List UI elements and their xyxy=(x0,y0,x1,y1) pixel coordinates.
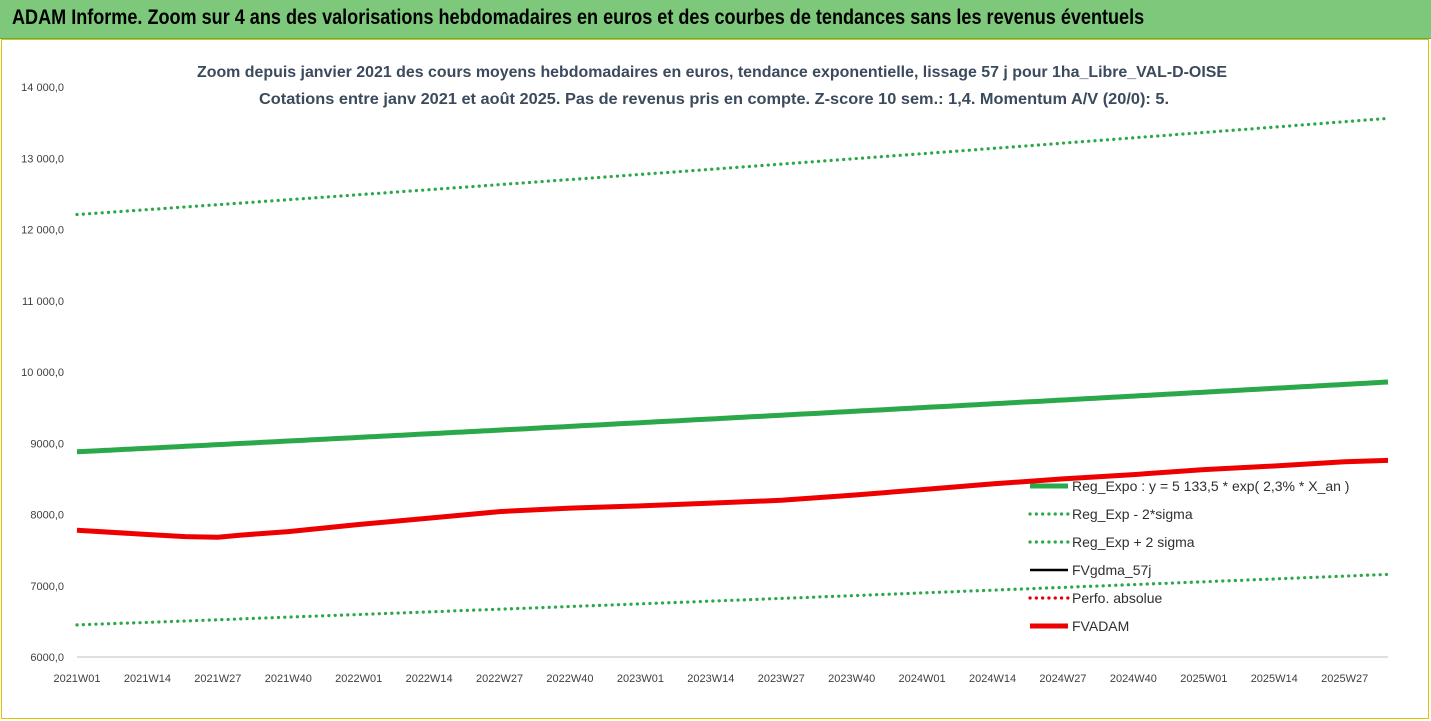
x-tick-label: 2023W27 xyxy=(758,673,805,685)
x-tick-label: 2022W27 xyxy=(476,673,523,685)
series-layer xyxy=(75,116,1390,627)
x-tick-label: 2025W14 xyxy=(1251,673,1298,685)
y-tick-label: 10 000,0 xyxy=(21,367,64,379)
y-tick-label: 7000,0 xyxy=(30,581,64,593)
x-tick-label: 2024W40 xyxy=(1110,673,1157,685)
y-tick-label: 9000,0 xyxy=(30,438,64,450)
legend-label: FVgdma_57j xyxy=(1072,562,1151,578)
x-tick-label: 2022W14 xyxy=(406,673,453,685)
chart-subtitle: Cotations entre janv 2021 et août 2025. … xyxy=(259,91,1169,108)
report-banner: ADAM Informe. Zoom sur 4 ans des valoris… xyxy=(0,0,1431,39)
y-axis: 6000,0 7000,0 8000,0 9000,0 10 000,0 11 000,0… xyxy=(21,82,64,664)
y-tick-label: 6000,0 xyxy=(30,652,64,664)
x-tick-label: 2021W14 xyxy=(124,673,171,685)
legend-label: Perfo. absolue xyxy=(1072,590,1162,606)
legend-label: FVADAM xyxy=(1072,618,1129,634)
x-axis: 2021W01 2021W14 2021W27 2021W40 2022W01 2022W… xyxy=(53,656,1388,685)
x-tick-label: 2021W27 xyxy=(194,673,241,685)
x-tick-label: 2022W40 xyxy=(546,673,593,685)
chart-title: Zoom depuis janvier 2021 des cours moyen… xyxy=(197,64,1227,81)
legend-label: Reg_Exp - 2*sigma xyxy=(1072,506,1193,522)
x-tick-label: 2025W27 xyxy=(1321,673,1368,685)
x-tick-label: 2021W01 xyxy=(53,673,100,685)
legend-label: Reg_Expo : y = 5 133,5 * exp( 2,3% * X_a… xyxy=(1072,478,1349,494)
report-title: ADAM Informe. Zoom sur 4 ans des valoris… xyxy=(12,6,1145,29)
x-tick-label: 2024W14 xyxy=(969,673,1016,685)
x-tick-label: 2023W01 xyxy=(617,673,664,685)
y-tick-label: 12 000,0 xyxy=(21,225,64,237)
legend: Reg_Expo : y = 5 133,5 * exp( 2,3% * X_a… xyxy=(1028,478,1349,634)
x-tick-label: 2022W01 xyxy=(335,673,382,685)
x-tick-label: 2021W40 xyxy=(265,673,312,685)
x-tick-label: 2024W01 xyxy=(899,673,946,685)
y-tick-label: 8000,0 xyxy=(30,510,64,522)
y-tick-label: 13 000,0 xyxy=(21,153,64,165)
series-line xyxy=(75,116,1390,217)
series-line xyxy=(75,572,1390,627)
y-tick-label: 11 000,0 xyxy=(22,296,64,308)
x-tick-label: 2024W27 xyxy=(1039,673,1086,685)
x-tick-label: 2023W40 xyxy=(828,673,875,685)
x-tick-label: 2023W14 xyxy=(687,673,734,685)
x-tick-label: 2025W01 xyxy=(1180,673,1227,685)
legend-label: Reg_Exp + 2 sigma xyxy=(1072,534,1195,550)
series-line xyxy=(76,457,1389,540)
series-line xyxy=(76,379,1389,455)
chart-frame xyxy=(1,39,1429,719)
y-tick-label: 14 000,0 xyxy=(21,82,64,94)
